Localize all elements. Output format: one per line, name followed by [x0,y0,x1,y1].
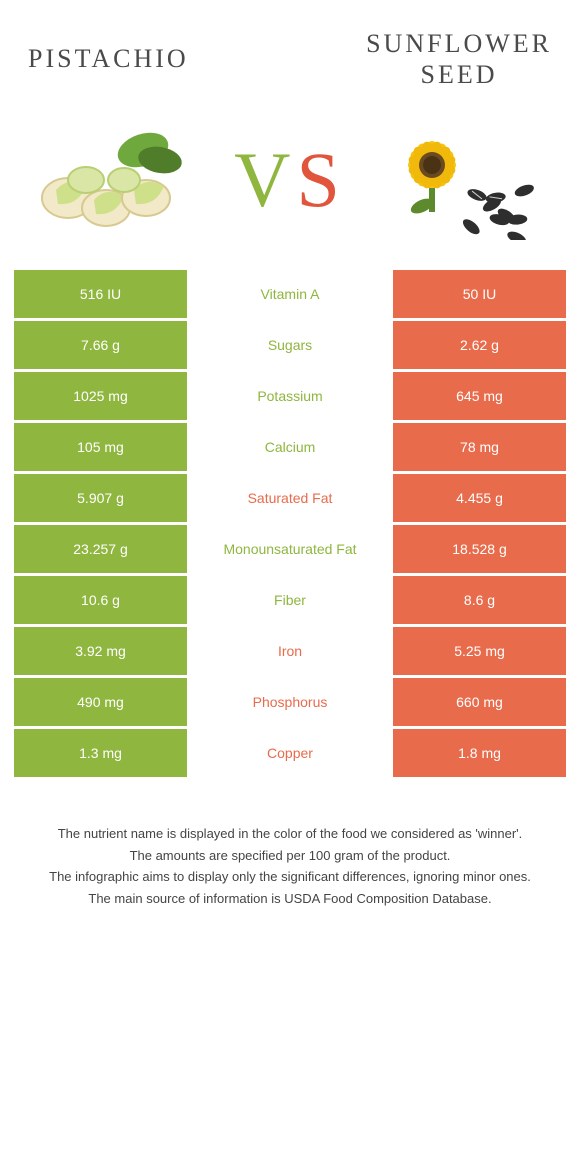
sunflower-illustration [382,120,552,240]
cell-left-value: 10.6 g [14,576,190,624]
table-row: 23.257 gMonounsaturated Fat18.528 g [14,525,566,576]
cell-right-value: 18.528 g [390,525,566,573]
pistachio-icon [28,120,198,240]
cell-nutrient-name: Iron [190,627,390,675]
vs-v: V [234,136,296,223]
cell-left-value: 1.3 mg [14,729,190,777]
cell-left-value: 1025 mg [14,372,190,420]
cell-right-value: 660 mg [390,678,566,726]
footer-line-1: The nutrient name is displayed in the co… [18,824,562,844]
cell-left-value: 3.92 mg [14,627,190,675]
table-row: 1.3 mgCopper1.8 mg [14,729,566,780]
cell-nutrient-name: Fiber [190,576,390,624]
footer-notes: The nutrient name is displayed in the co… [0,780,580,930]
title-left: Pistachio [28,44,189,74]
cell-right-value: 8.6 g [390,576,566,624]
cell-right-value: 5.25 mg [390,627,566,675]
title-right-line1: Sunflower [366,29,552,58]
table-row: 7.66 gSugars2.62 g [14,321,566,372]
cell-right-value: 1.8 mg [390,729,566,777]
cell-nutrient-name: Sugars [190,321,390,369]
cell-right-value: 645 mg [390,372,566,420]
title-right-line2: seed [421,60,498,89]
cell-left-value: 5.907 g [14,474,190,522]
cell-left-value: 23.257 g [14,525,190,573]
table-row: 105 mgCalcium78 mg [14,423,566,474]
cell-right-value: 4.455 g [390,474,566,522]
cell-nutrient-name: Phosphorus [190,678,390,726]
cell-nutrient-name: Calcium [190,423,390,471]
footer-line-3: The infographic aims to display only the… [18,867,562,887]
title-right: Sunflower seed [366,28,552,90]
cell-nutrient-name: Potassium [190,372,390,420]
cell-left-value: 490 mg [14,678,190,726]
sunflower-icon [382,120,552,240]
table-row: 5.907 gSaturated Fat4.455 g [14,474,566,525]
footer-line-4: The main source of information is USDA F… [18,889,562,909]
cell-left-value: 105 mg [14,423,190,471]
cell-nutrient-name: Copper [190,729,390,777]
table-row: 1025 mgPotassium645 mg [14,372,566,423]
cell-right-value: 50 IU [390,270,566,318]
cell-right-value: 78 mg [390,423,566,471]
table-row: 10.6 gFiber8.6 g [14,576,566,627]
table-row: 516 IUVitamin A50 IU [14,270,566,321]
footer-line-2: The amounts are specified per 100 gram o… [18,846,562,866]
table-row: 490 mgPhosphorus660 mg [14,678,566,729]
nutrient-table: 516 IUVitamin A50 IU7.66 gSugars2.62 g10… [14,270,566,780]
pistachio-illustration [28,120,198,240]
cell-left-value: 7.66 g [14,321,190,369]
table-row: 3.92 mgIron5.25 mg [14,627,566,678]
header: Pistachio Sunflower seed [0,0,580,100]
cell-nutrient-name: Monounsaturated Fat [190,525,390,573]
cell-left-value: 516 IU [14,270,190,318]
cell-nutrient-name: Saturated Fat [190,474,390,522]
vs-s: S [296,136,345,223]
cell-right-value: 2.62 g [390,321,566,369]
vs-label: VS [234,141,346,219]
hero-row: VS [0,100,580,270]
cell-nutrient-name: Vitamin A [190,270,390,318]
